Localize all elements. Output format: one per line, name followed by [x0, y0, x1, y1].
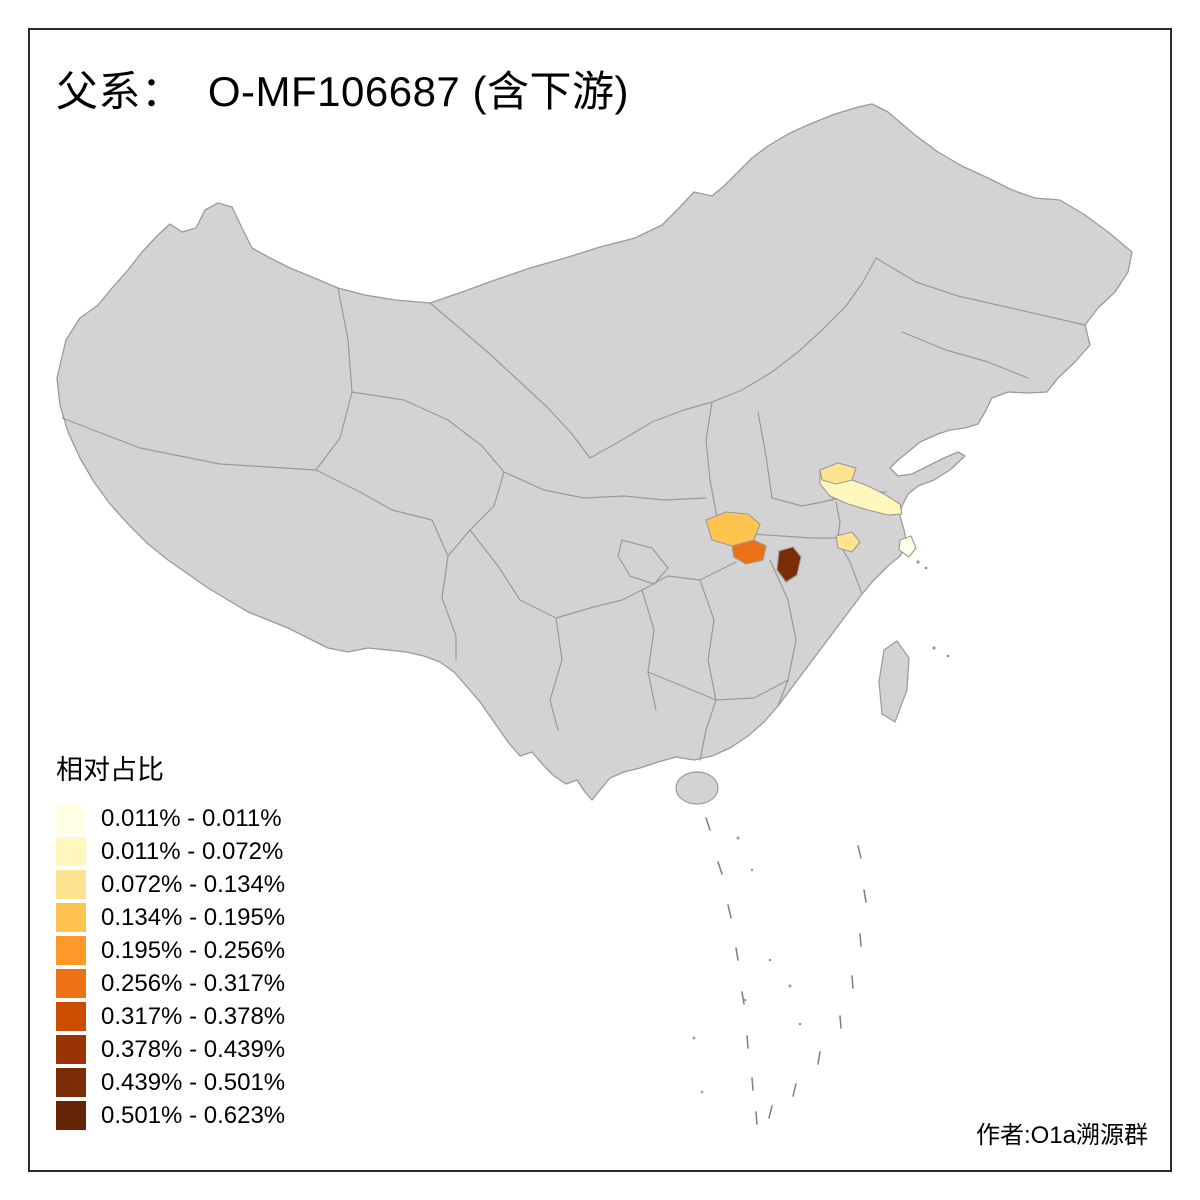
province-border-line [351, 391, 505, 557]
province-border-line [617, 539, 669, 585]
legend-swatch [56, 870, 86, 899]
province-border-line [769, 559, 797, 707]
legend-label: 0.011% - 0.072% [101, 837, 284, 865]
province-border-line [519, 589, 643, 619]
island-dot [700, 1090, 704, 1094]
sea-dash [851, 975, 854, 989]
legend-item: 0.378% - 0.439% [56, 1034, 285, 1065]
taiwan-island [878, 640, 910, 723]
legend-swatch [56, 837, 86, 866]
author-credit: 作者:O1a溯源群 [975, 1122, 1148, 1149]
island-dot [924, 566, 928, 570]
legend-rows: 0.011% - 0.011% 0.011% - 0.072% 0.072% -… [56, 803, 285, 1131]
sea-dash [768, 1105, 773, 1119]
legend-swatch [56, 903, 86, 932]
mainland-china [56, 103, 1133, 801]
legend-label: 0.134% - 0.195% [101, 903, 286, 931]
island-dot [946, 654, 950, 658]
sea-dash [751, 1077, 754, 1091]
legend-item: 0.134% - 0.195% [56, 902, 285, 933]
legend-swatch [56, 1035, 86, 1064]
province-border-line [61, 417, 317, 471]
legend-item: 0.195% - 0.256% [56, 935, 285, 966]
province-border-line [875, 257, 1086, 326]
legend-item: 0.317% - 0.378% [56, 1001, 285, 1032]
legend-label: 0.256% - 0.317% [101, 969, 286, 997]
legend-label: 0.439% - 0.501% [101, 1068, 286, 1096]
sea-dash [717, 861, 723, 875]
legend-swatch [56, 936, 86, 965]
sea-dash [863, 889, 867, 903]
province-border-line [641, 575, 701, 591]
legend-item: 0.439% - 0.501% [56, 1067, 285, 1098]
highlight-region [705, 511, 761, 547]
province-border-line [469, 529, 521, 601]
sea-dash [817, 1051, 821, 1065]
south-china-sea-dashes [705, 817, 867, 1125]
highlight-region [776, 546, 802, 583]
province-border-line [429, 302, 591, 459]
island-dot [768, 958, 772, 962]
province-border-line [391, 509, 457, 661]
province-border-line [503, 471, 707, 501]
island-dot [788, 984, 792, 988]
sea-dash [839, 1015, 842, 1029]
province-border-line [315, 469, 393, 511]
legend-label: 0.378% - 0.439% [101, 1035, 286, 1063]
highlight-region [898, 535, 917, 558]
legend: 相对占比 0.011% - 0.011% 0.011% - 0.072% 0.0… [56, 748, 285, 1133]
sea-dash [859, 933, 862, 947]
legend-swatch [56, 1002, 86, 1031]
province-border-line [901, 331, 1029, 379]
province-border-line [699, 699, 717, 761]
island-dot [750, 868, 754, 872]
province-border-line [699, 579, 717, 701]
legend-label: 0.195% - 0.256% [101, 936, 286, 964]
sea-dash [755, 1111, 758, 1125]
legend-label: 0.011% - 0.011% [101, 804, 282, 832]
legend-label: 0.317% - 0.378% [101, 1002, 286, 1030]
legend-label: 0.072% - 0.134% [101, 870, 286, 898]
sea-dash [741, 991, 745, 1005]
sea-dash [746, 1035, 749, 1049]
legend-item: 0.501% - 0.623% [56, 1100, 285, 1131]
legend-item: 0.256% - 0.317% [56, 968, 285, 999]
legend-item: 0.072% - 0.134% [56, 869, 285, 900]
island-dot [798, 1022, 802, 1026]
highlight-region [819, 462, 857, 485]
province-border-line [835, 501, 841, 539]
sea-dash [735, 947, 739, 961]
hainan-island [675, 771, 719, 805]
highlight-regions [705, 462, 917, 583]
legend-swatch [56, 1101, 86, 1130]
province-border-line [757, 411, 773, 499]
legend-swatch [56, 969, 86, 998]
province-border-line [641, 589, 657, 711]
legend-title: 相对占比 [56, 755, 164, 785]
island-dot [692, 1036, 696, 1040]
highlight-region [731, 539, 767, 565]
sea-dash [857, 845, 862, 859]
sea-dash [705, 817, 711, 831]
province-border-line [589, 257, 877, 459]
legend-label: 0.501% - 0.623% [101, 1101, 286, 1129]
legend-swatch [56, 804, 86, 833]
island-dot [743, 998, 747, 1002]
island-dot [916, 560, 920, 564]
province-border-line [549, 617, 563, 731]
small-islands [692, 560, 950, 1094]
legend-item: 0.011% - 0.072% [56, 836, 285, 867]
island-dot [932, 646, 936, 650]
province-border-line [699, 561, 737, 581]
island-dot [736, 836, 740, 840]
sea-dash [727, 904, 732, 919]
legend-item: 0.011% - 0.011% [56, 803, 285, 834]
highlight-region [835, 531, 861, 553]
sea-dash [792, 1083, 797, 1097]
page-title: 父系： O-MF106687 (含下游) [56, 68, 629, 115]
legend-swatch [56, 1068, 86, 1097]
